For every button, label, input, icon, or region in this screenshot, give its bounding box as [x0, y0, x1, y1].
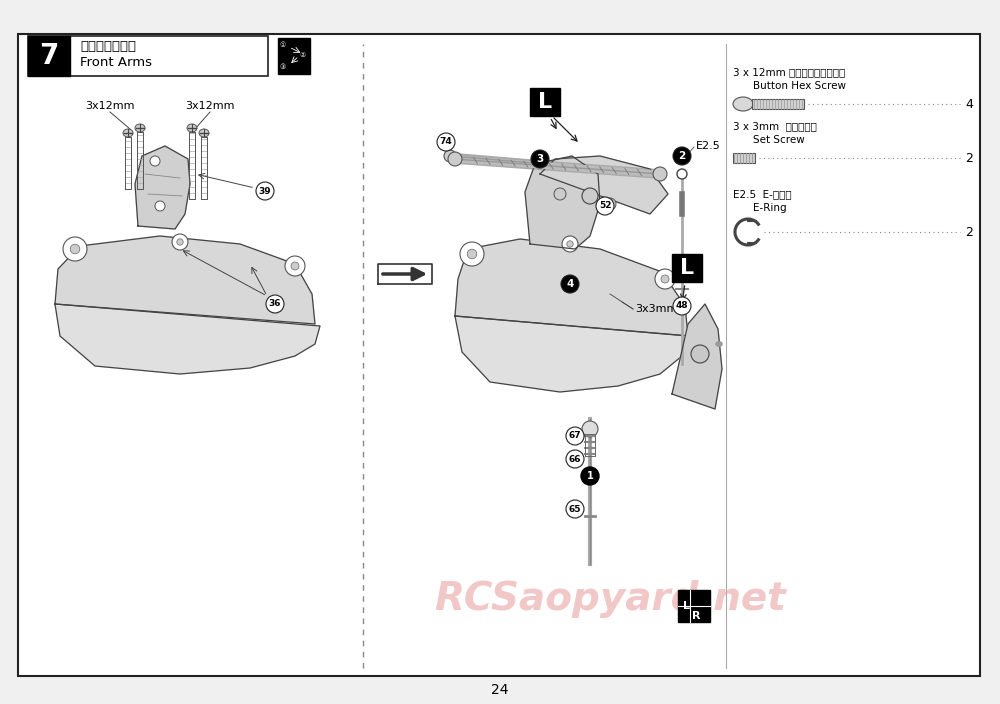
- Polygon shape: [55, 304, 320, 374]
- Text: フロントアーム: フロントアーム: [80, 39, 136, 53]
- Circle shape: [70, 244, 80, 254]
- Text: 3: 3: [536, 154, 544, 164]
- Bar: [278, 38, 310, 74]
- Circle shape: [291, 262, 299, 270]
- Circle shape: [655, 269, 675, 289]
- Circle shape: [150, 156, 160, 166]
- Text: 66: 66: [569, 455, 581, 463]
- Circle shape: [460, 242, 484, 266]
- Text: 65: 65: [569, 505, 581, 513]
- Text: L: L: [683, 601, 690, 611]
- Circle shape: [604, 198, 616, 210]
- Text: 3 x 3mm  セットビス: 3 x 3mm セットビス: [733, 121, 817, 131]
- Bar: [752, 99, 804, 109]
- Circle shape: [596, 197, 614, 215]
- Text: 7: 7: [39, 42, 59, 70]
- Circle shape: [581, 467, 599, 485]
- Text: 3 x 12mm ボタンヘックスビス: 3 x 12mm ボタンヘックスビス: [733, 67, 845, 77]
- Text: ②: ②: [300, 52, 306, 58]
- Ellipse shape: [135, 124, 145, 132]
- Circle shape: [673, 147, 691, 165]
- Text: E2.5  E-リング: E2.5 E-リング: [733, 189, 792, 199]
- Polygon shape: [672, 304, 722, 409]
- Text: Button Hex Screw: Button Hex Screw: [753, 81, 846, 91]
- Polygon shape: [135, 146, 190, 229]
- Text: 3x12mm: 3x12mm: [185, 101, 235, 111]
- Text: L: L: [680, 258, 694, 278]
- Text: 2: 2: [965, 151, 973, 165]
- Text: 3x12mm: 3x12mm: [85, 101, 135, 111]
- Text: Front Arms: Front Arms: [80, 56, 152, 70]
- Bar: [678, 590, 710, 622]
- Ellipse shape: [187, 124, 197, 132]
- Text: Set Screw: Set Screw: [753, 135, 805, 145]
- Circle shape: [63, 237, 87, 261]
- Text: R: R: [692, 611, 700, 621]
- Text: 24: 24: [491, 683, 509, 697]
- Circle shape: [531, 150, 549, 168]
- Polygon shape: [455, 239, 688, 336]
- Circle shape: [562, 236, 578, 252]
- Circle shape: [661, 275, 669, 283]
- Circle shape: [444, 150, 456, 162]
- Circle shape: [691, 345, 709, 363]
- Polygon shape: [55, 236, 315, 324]
- Text: 36: 36: [269, 299, 281, 308]
- Circle shape: [582, 421, 598, 437]
- Text: 48: 48: [676, 301, 688, 310]
- Text: 39: 39: [259, 187, 271, 196]
- Circle shape: [256, 182, 274, 200]
- Circle shape: [437, 133, 455, 151]
- Circle shape: [582, 188, 598, 204]
- Text: 67: 67: [569, 432, 581, 441]
- Circle shape: [673, 297, 691, 315]
- Text: 1: 1: [587, 471, 593, 481]
- Circle shape: [467, 249, 477, 259]
- Bar: [28, 36, 70, 76]
- Circle shape: [172, 234, 188, 250]
- Ellipse shape: [733, 97, 753, 111]
- Text: 4: 4: [965, 97, 973, 111]
- Circle shape: [653, 167, 667, 181]
- Text: 2: 2: [678, 151, 686, 161]
- Circle shape: [561, 275, 579, 293]
- Circle shape: [155, 201, 165, 211]
- Text: E-Ring: E-Ring: [753, 203, 787, 213]
- Bar: [28, 36, 268, 76]
- Text: L: L: [538, 92, 552, 112]
- Bar: [733, 153, 755, 163]
- Bar: [530, 88, 560, 116]
- Circle shape: [554, 188, 566, 200]
- Text: 4: 4: [566, 279, 574, 289]
- Ellipse shape: [199, 129, 209, 137]
- Circle shape: [566, 500, 584, 518]
- Text: ①: ①: [280, 42, 286, 48]
- Text: ③: ③: [280, 64, 286, 70]
- Text: RCSaopyard.net: RCSaopyard.net: [434, 580, 786, 618]
- Text: 52: 52: [599, 201, 611, 210]
- Circle shape: [266, 295, 284, 313]
- Circle shape: [566, 427, 584, 445]
- Text: 74: 74: [440, 137, 452, 146]
- Circle shape: [285, 256, 305, 276]
- Polygon shape: [455, 316, 690, 392]
- Polygon shape: [540, 156, 668, 214]
- Text: 2: 2: [965, 225, 973, 239]
- Ellipse shape: [123, 129, 133, 137]
- Text: 3x3mm: 3x3mm: [635, 304, 677, 314]
- Polygon shape: [525, 156, 600, 249]
- Bar: [672, 254, 702, 282]
- Circle shape: [567, 241, 573, 247]
- Circle shape: [448, 152, 462, 166]
- Circle shape: [677, 169, 687, 179]
- Text: E2.5: E2.5: [696, 141, 721, 151]
- Circle shape: [177, 239, 183, 245]
- Circle shape: [566, 450, 584, 468]
